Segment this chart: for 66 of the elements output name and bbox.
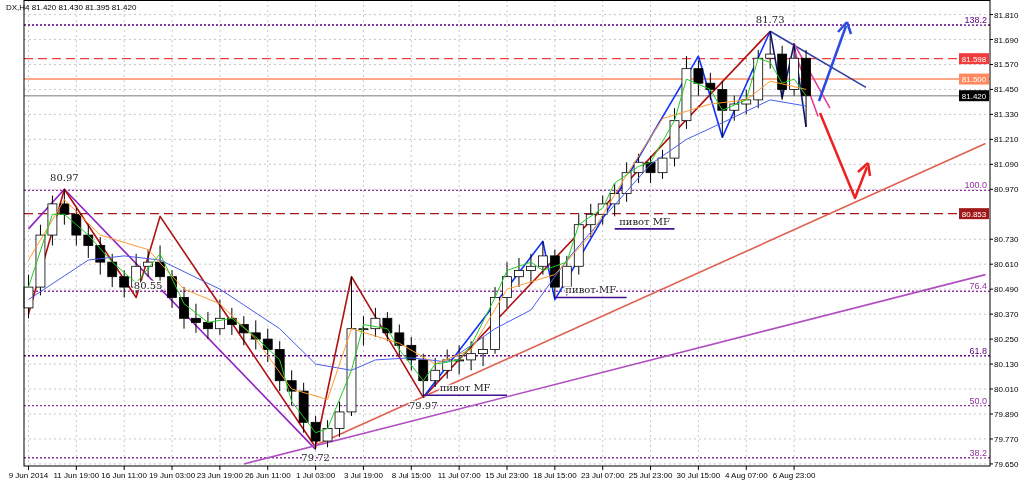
y-tick-label: 80.370 — [994, 310, 1020, 320]
candlestick — [490, 286, 500, 355]
candlestick — [801, 49, 811, 128]
candlestick — [203, 311, 213, 340]
candlestick — [179, 286, 189, 330]
x-tick-label: 1 Jul 03:00 — [296, 471, 336, 480]
candlestick — [478, 336, 488, 367]
y-tick-label: 81.450 — [994, 85, 1020, 95]
y-tick-label: 81.090 — [994, 160, 1020, 170]
chart-title: DX,H4 81.420 81.430 81.395 81.420 — [6, 3, 137, 12]
annotation: пивот MF — [619, 215, 671, 227]
y-tick-label: 79.650 — [994, 459, 1020, 469]
y-tick-label: 80.970 — [994, 185, 1020, 195]
y-tick-label: 81.330 — [994, 110, 1020, 120]
candlestick — [538, 240, 548, 276]
y-tick-label: 81.570 — [994, 60, 1020, 70]
annotation: пивот MF — [439, 382, 491, 394]
y-tick-label: 80.010 — [994, 385, 1020, 395]
annotation: 81.73 — [755, 14, 785, 26]
ref-line-label: 80.853 — [961, 209, 987, 219]
annotation: 79.72 — [301, 452, 330, 464]
x-tick-label: 23 Jul 07:00 — [580, 471, 626, 480]
annotation: 79.97 — [408, 400, 438, 412]
x-tick-label: 6 Aug 23:00 — [772, 471, 817, 480]
y-tick-label: 80.490 — [994, 285, 1020, 295]
annotation: 138.2 — [964, 14, 987, 25]
x-tick-label: 23 Jun 19:00 — [196, 471, 244, 480]
annotation: 76.4 — [969, 281, 987, 292]
y-tick-label: 79.770 — [994, 434, 1020, 444]
ref-line-label: 81.500 — [961, 75, 987, 85]
ref-line-label: 81.420 — [961, 91, 987, 101]
y-tick-label: 81.690 — [994, 35, 1020, 45]
x-tick-label: 30 Jul 15:00 — [676, 471, 721, 480]
candlestick — [466, 340, 476, 371]
annotation: 100.0 — [964, 180, 987, 191]
annotation: 80.97 — [50, 172, 79, 184]
y-tick-label: 80.610 — [994, 260, 1020, 270]
candlestick — [83, 224, 94, 259]
x-tick-label: 25 Jul 23:00 — [628, 471, 673, 480]
annotation: 61.8 — [969, 345, 987, 356]
annotation: 50.0 — [969, 395, 987, 406]
x-tick-label: 26 Jun 11:00 — [244, 471, 292, 480]
y-tick-label: 81.810 — [994, 10, 1020, 20]
annotation: 38.2 — [969, 447, 987, 458]
line-series — [422, 30, 771, 399]
x-tick-label: 9 Jun 2014 — [8, 471, 49, 480]
candlestick — [777, 45, 788, 101]
y-tick-label: 80.130 — [994, 360, 1020, 370]
x-tick-label: 4 Aug 07:00 — [724, 471, 769, 480]
x-tick-label: 3 Jul 19:00 — [343, 471, 384, 480]
y-tick-label: 80.730 — [994, 235, 1020, 245]
x-tick-label: 8 Jul 15:00 — [391, 471, 432, 480]
y-tick-label: 79.890 — [994, 409, 1020, 419]
x-tick-label: 11 Jul 07:00 — [437, 471, 482, 480]
ref-line-label: 81.598 — [961, 54, 987, 64]
candlestick — [143, 249, 153, 278]
candlestick — [526, 253, 536, 284]
y-tick-label: 81.210 — [994, 135, 1020, 145]
y-tick-label: 80.250 — [994, 335, 1020, 345]
x-tick-label: 16 Jun 11:00 — [101, 471, 148, 480]
x-tick-label: 11 Jun 19:00 — [53, 471, 100, 480]
x-tick-label: 18 Jul 15:00 — [533, 471, 578, 480]
x-tick-label: 19 Jun 03:00 — [148, 471, 196, 480]
candlestick — [191, 303, 201, 334]
candlestick — [514, 257, 524, 288]
x-tick-label: 15 Jul 23:00 — [485, 471, 530, 480]
